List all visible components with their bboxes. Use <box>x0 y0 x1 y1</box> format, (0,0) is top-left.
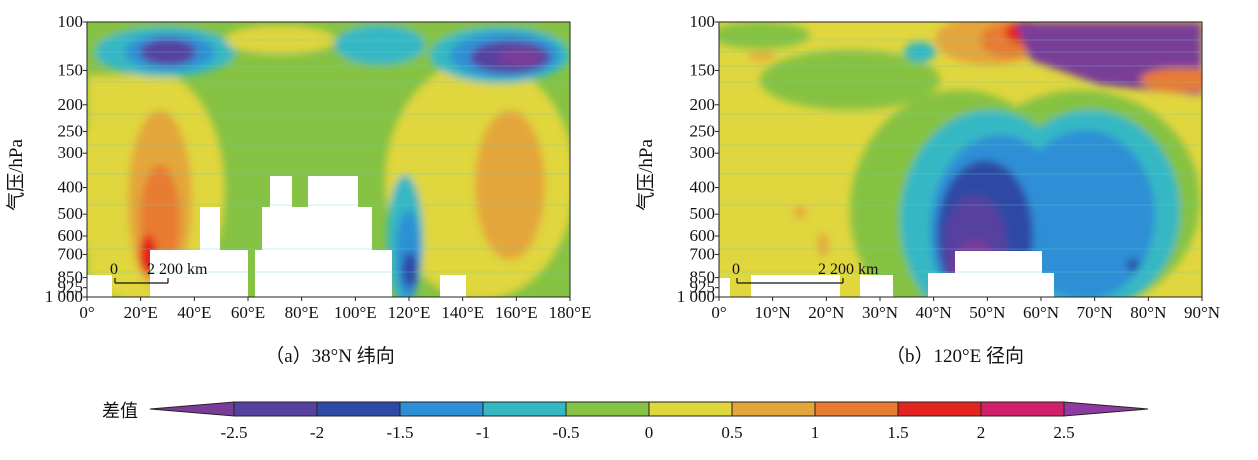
panel-a-caption: （a）38°N 纬向 <box>265 345 395 367</box>
y-tick-label: 600 <box>58 226 84 245</box>
y-tick-label: 250 <box>690 121 716 140</box>
x-tick-label: 120°E <box>388 303 431 322</box>
y-tick-label: 150 <box>58 60 84 79</box>
y-tick-label: 300 <box>58 143 84 162</box>
panel-b-caption: （b）120°E 径向 <box>886 345 1024 367</box>
colorbar-segment <box>897 401 982 417</box>
colorbar-tick-label: -1.5 <box>387 423 414 442</box>
colorbar-tick-label: 2.5 <box>1053 423 1074 442</box>
x-tick-label: 60°E <box>231 303 265 322</box>
y-tick-label: 850 <box>690 268 716 287</box>
y-tick-label: 400 <box>58 178 84 197</box>
y-tick-label: 700 <box>690 244 716 263</box>
colorbar-segment <box>565 401 650 417</box>
y-tick-label: 925 <box>690 278 716 297</box>
panel-b-scale-end: 2 200 km <box>818 261 879 278</box>
colorbar-ticks: -2.5 -2 -1.5 -1 -0.5 0 0.5 1 1.5 2 2.5 <box>221 423 1075 442</box>
panel-a-scale-end: 2 200 km <box>147 261 208 278</box>
panel-b-ylabel: 气压/hPa <box>635 139 657 211</box>
x-tick-label: 70°N <box>1077 303 1113 322</box>
colorbar-segment <box>233 401 318 417</box>
colorbar-segment <box>731 401 816 417</box>
x-tick-label: 90°N <box>1184 303 1220 322</box>
colorbar-tick-label: 2 <box>977 423 986 442</box>
colorbar-left-arrow <box>149 401 235 417</box>
colorbar-tick-label: 1 <box>811 423 820 442</box>
panel-a-x-ticks: 0° 20°E 40°E 60°E 80°E 100°E 120°E 140°E 160°E 18… <box>79 297 591 322</box>
x-tick-label: 40°E <box>177 303 211 322</box>
y-tick-label: 400 <box>690 178 716 197</box>
x-tick-label: 100°E <box>334 303 377 322</box>
x-tick-label: 0° <box>79 303 94 322</box>
colorbar: 差值 -2.5 -2 -1.5 -1 -0.5 0 0.5 1 1.5 2 2.5 <box>102 401 1149 442</box>
x-tick-label: 80°N <box>1130 303 1166 322</box>
y-tick-label: 850 <box>58 268 84 287</box>
panel-b-scale-bar: 0 2 200 km <box>732 261 879 284</box>
colorbar-segment <box>648 401 733 417</box>
x-tick-label: 10°N <box>755 303 791 322</box>
colorbar-segment <box>316 401 401 417</box>
y-tick-label: 200 <box>58 95 84 114</box>
colorbar-tick-label: -2.5 <box>221 423 248 442</box>
x-tick-label: 40°N <box>916 303 952 322</box>
x-tick-label: 140°E <box>441 303 484 322</box>
panel-a-scale-start: 0 <box>110 261 118 278</box>
colorbar-label: 差值 <box>102 401 138 421</box>
x-tick-label: 60°N <box>1023 303 1059 322</box>
x-tick-label: 30°N <box>862 303 898 322</box>
y-tick-label: 250 <box>58 121 84 140</box>
x-tick-label: 160°E <box>495 303 538 322</box>
y-tick-label: 200 <box>690 95 716 114</box>
y-tick-label: 500 <box>690 204 716 223</box>
x-tick-label: 20°N <box>808 303 844 322</box>
colorbar-tick-label: -0.5 <box>553 423 580 442</box>
y-tick-label: 500 <box>58 204 84 223</box>
colorbar-segments <box>149 401 1149 417</box>
colorbar-segment <box>482 401 567 417</box>
y-tick-label: 1 000 <box>45 287 83 306</box>
y-tick-label: 100 <box>690 12 716 31</box>
x-tick-label: 50°N <box>969 303 1005 322</box>
x-tick-label: 180°E <box>549 303 592 322</box>
colorbar-tick-label: 1.5 <box>887 423 908 442</box>
y-tick-label: 100 <box>58 12 84 31</box>
y-tick-label: 925 <box>58 278 84 297</box>
y-tick-label: 700 <box>58 244 84 263</box>
colorbar-tick-label: -2 <box>310 423 324 442</box>
panel-a-level-lines <box>87 39 570 273</box>
colorbar-segment <box>814 401 899 417</box>
panel-a-frame <box>86 21 571 298</box>
colorbar-tick-label: 0 <box>645 423 654 442</box>
panel-b-frame <box>718 21 1203 298</box>
colorbar-tick-label: -1 <box>476 423 490 442</box>
y-tick-label: 150 <box>690 60 716 79</box>
panel-a-ylabel: 气压/hPa <box>5 139 27 211</box>
y-tick-label: 300 <box>690 143 716 162</box>
panel-a-scale-bar: 0 2 200 km <box>110 261 208 284</box>
panel-b-level-lines <box>719 39 1202 273</box>
panel-b-scale-start: 0 <box>732 261 740 278</box>
colorbar-right-arrow <box>1063 401 1149 417</box>
y-tick-label: 600 <box>690 226 716 245</box>
colorbar-segment <box>399 401 484 417</box>
colorbar-segment <box>980 401 1065 417</box>
x-tick-label: 0° <box>711 303 726 322</box>
panel-a-field <box>87 22 570 297</box>
panel-b-x-ticks: 0° 10°N 20°N 30°N 40°N 50°N 60°N 70°N 80°N 90°N <box>711 297 1220 322</box>
x-tick-label: 80°E <box>285 303 319 322</box>
colorbar-tick-label: 0.5 <box>721 423 742 442</box>
y-tick-label: 1 000 <box>677 287 715 306</box>
x-tick-label: 20°E <box>124 303 158 322</box>
